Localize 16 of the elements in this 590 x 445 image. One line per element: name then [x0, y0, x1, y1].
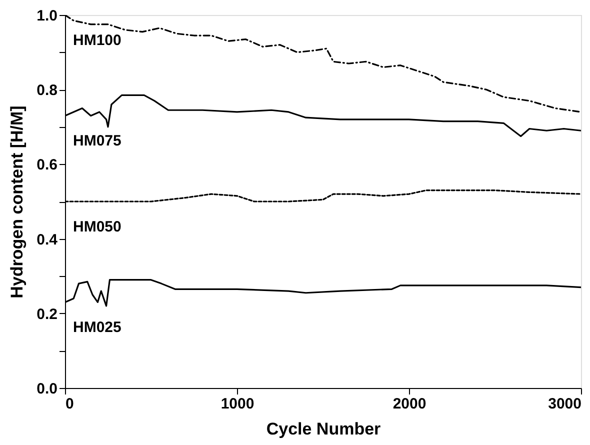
x-tick-label: 2000: [392, 396, 426, 412]
y-axis-title: Hydrogen content [H/M]: [8, 106, 27, 298]
y-tick-label: 1.0: [36, 8, 58, 24]
series-label: HM100: [73, 32, 122, 49]
x-tick-label: 1000: [220, 396, 254, 412]
x-tick-label: 0: [66, 396, 74, 412]
series-label: HM050: [73, 218, 122, 236]
y-tick-label: 0.4: [36, 231, 58, 248]
x-tick-label: 3000: [548, 396, 582, 412]
y-tick-label: 0.2: [36, 306, 58, 323]
y-tick-label: 0.8: [36, 82, 58, 100]
y-tick-label: 0.6: [36, 156, 58, 174]
y-tick-label: 0.0: [36, 380, 58, 398]
series-label: HM075: [73, 132, 122, 150]
series-label: HM025: [73, 319, 122, 336]
x-axis-title: Cycle Number: [266, 420, 382, 438]
